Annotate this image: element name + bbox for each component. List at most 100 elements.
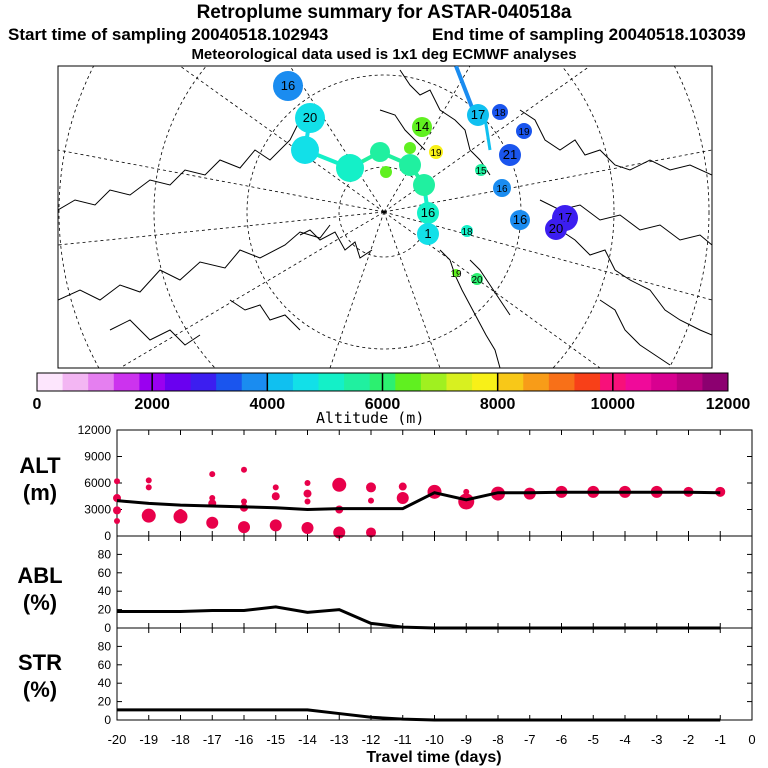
colorbar-swatch — [548, 373, 575, 391]
plume-cluster-point — [368, 497, 374, 504]
panel-frame — [116, 535, 753, 629]
x-tick-label: -7 — [524, 732, 536, 747]
colorbar-tick-label: 8000 — [480, 396, 516, 413]
x-tick-label: -10 — [425, 732, 444, 747]
map-cluster-marker — [545, 218, 567, 240]
plume-cluster-point — [113, 494, 121, 503]
plume-cluster-point — [304, 480, 311, 486]
plume-cluster-point — [366, 527, 376, 538]
plume-cluster-point — [269, 519, 282, 532]
map-coastlines — [58, 69, 712, 368]
x-tick-label: -11 — [394, 732, 412, 747]
x-tick-label: -20 — [108, 732, 127, 747]
x-tick-label: -19 — [139, 732, 158, 747]
map-graticule — [58, 66, 712, 368]
plume-cluster-point — [398, 482, 407, 491]
x-tick-label: -1 — [714, 732, 726, 747]
x-tick-label: -2 — [683, 732, 695, 747]
plume-cluster-point — [208, 499, 217, 508]
map-cluster-label: 15 — [475, 166, 487, 177]
map-cluster-marker — [467, 104, 489, 126]
y-tick-label: 80 — [98, 639, 112, 653]
x-axis: -20 -19 -18 -17 -16 -15 -14 -13 -12 -11 -10 -9 -8 -7-… — [108, 732, 756, 747]
map-cluster-label: 20 — [303, 110, 317, 125]
plume-cluster-point — [301, 522, 314, 535]
map-track-node — [380, 166, 392, 178]
colorbar-tick-label: 2000 — [134, 396, 170, 413]
map-track-node — [413, 174, 435, 196]
plume-cluster-point — [491, 486, 505, 501]
colorbar-swatch — [164, 373, 192, 391]
abl-series-line — [117, 605, 721, 630]
plume-cluster-point — [332, 477, 347, 492]
plume-track — [303, 66, 492, 234]
plume-cluster-point — [458, 493, 475, 510]
y-tick-label: 3000 — [84, 503, 111, 517]
y-tick-label: 60 — [98, 658, 112, 672]
map-cluster-label: 1 — [424, 226, 431, 241]
plume-cluster-point — [333, 526, 346, 539]
map-cluster-marker — [510, 210, 530, 230]
map-cluster-marker — [493, 179, 511, 197]
map-cluster-label: 19 — [518, 127, 530, 138]
panel-frame — [116, 627, 753, 721]
y-tick-label: 9000 — [84, 450, 111, 464]
x-tick-label: -12 — [362, 732, 381, 747]
x-tick-label: -16 — [235, 732, 254, 747]
colorbar-swatch — [139, 373, 166, 391]
colorbar-swatch — [318, 373, 345, 391]
start-time-label: Start time of sampling 20040518.102943 — [8, 25, 329, 44]
y-tick-label: 0 — [104, 713, 111, 727]
colorbar-tick-label: 0 — [33, 396, 42, 413]
alt-panel: 0 3000 6000 9000 12000 — [78, 423, 753, 543]
map-cluster-marker — [492, 104, 508, 120]
plume-cluster-point — [619, 485, 631, 498]
plume-cluster-point — [206, 516, 219, 529]
plume-cluster-point — [241, 498, 247, 505]
colorbar-swatch — [292, 373, 320, 391]
y-tick-label: 0 — [104, 621, 111, 635]
str-ylabel-1: STR — [18, 650, 62, 675]
map-cluster-label: 16 — [421, 205, 435, 220]
map-cluster-label: 16 — [496, 184, 508, 195]
plume-cluster-point — [141, 508, 156, 523]
map-cluster-label: 18 — [494, 108, 506, 119]
colorbar-tick-label: 4000 — [250, 396, 286, 413]
y-tick-label: 0 — [104, 529, 111, 543]
y-tick-label: 80 — [98, 547, 112, 561]
map-cluster-marker — [429, 145, 443, 159]
colorbar-swatch — [113, 373, 140, 391]
colorbar-swatch — [344, 373, 371, 391]
map-cluster-marker — [412, 117, 432, 137]
plume-cluster-point — [271, 492, 280, 501]
map-cluster-marker — [461, 225, 473, 237]
plume-cluster-point — [113, 506, 121, 515]
end-time-label: End time of sampling 20040518.103039 — [432, 25, 746, 44]
plume-cluster-point — [240, 503, 248, 512]
colorbar-swatch — [651, 373, 678, 391]
plume-cluster-point — [272, 484, 279, 491]
plume-cluster-point — [173, 509, 188, 524]
colorbar-swatch — [216, 373, 243, 391]
plume-cluster-point — [715, 486, 726, 497]
map-track-node — [370, 142, 390, 162]
alt-ylabel-2: (m) — [22, 480, 58, 505]
plume-cluster-point — [238, 521, 250, 534]
x-tick-label: -14 — [298, 732, 317, 747]
x-tick-label: -4 — [619, 732, 631, 747]
plume-cluster-point — [587, 485, 600, 498]
colorbar-swatch — [600, 373, 627, 391]
map-cluster-label: 18 — [461, 227, 473, 238]
y-tick-label: 40 — [98, 676, 112, 690]
x-axis-label: Travel time (days) — [366, 749, 502, 766]
colorbar-swatch — [62, 373, 89, 391]
colorbar-swatch — [395, 373, 422, 391]
plume-cluster-point — [523, 487, 536, 500]
map-cluster-label: 16 — [281, 78, 295, 93]
x-tick-label: -6 — [556, 732, 568, 747]
x-tick-label: -8 — [492, 732, 504, 747]
